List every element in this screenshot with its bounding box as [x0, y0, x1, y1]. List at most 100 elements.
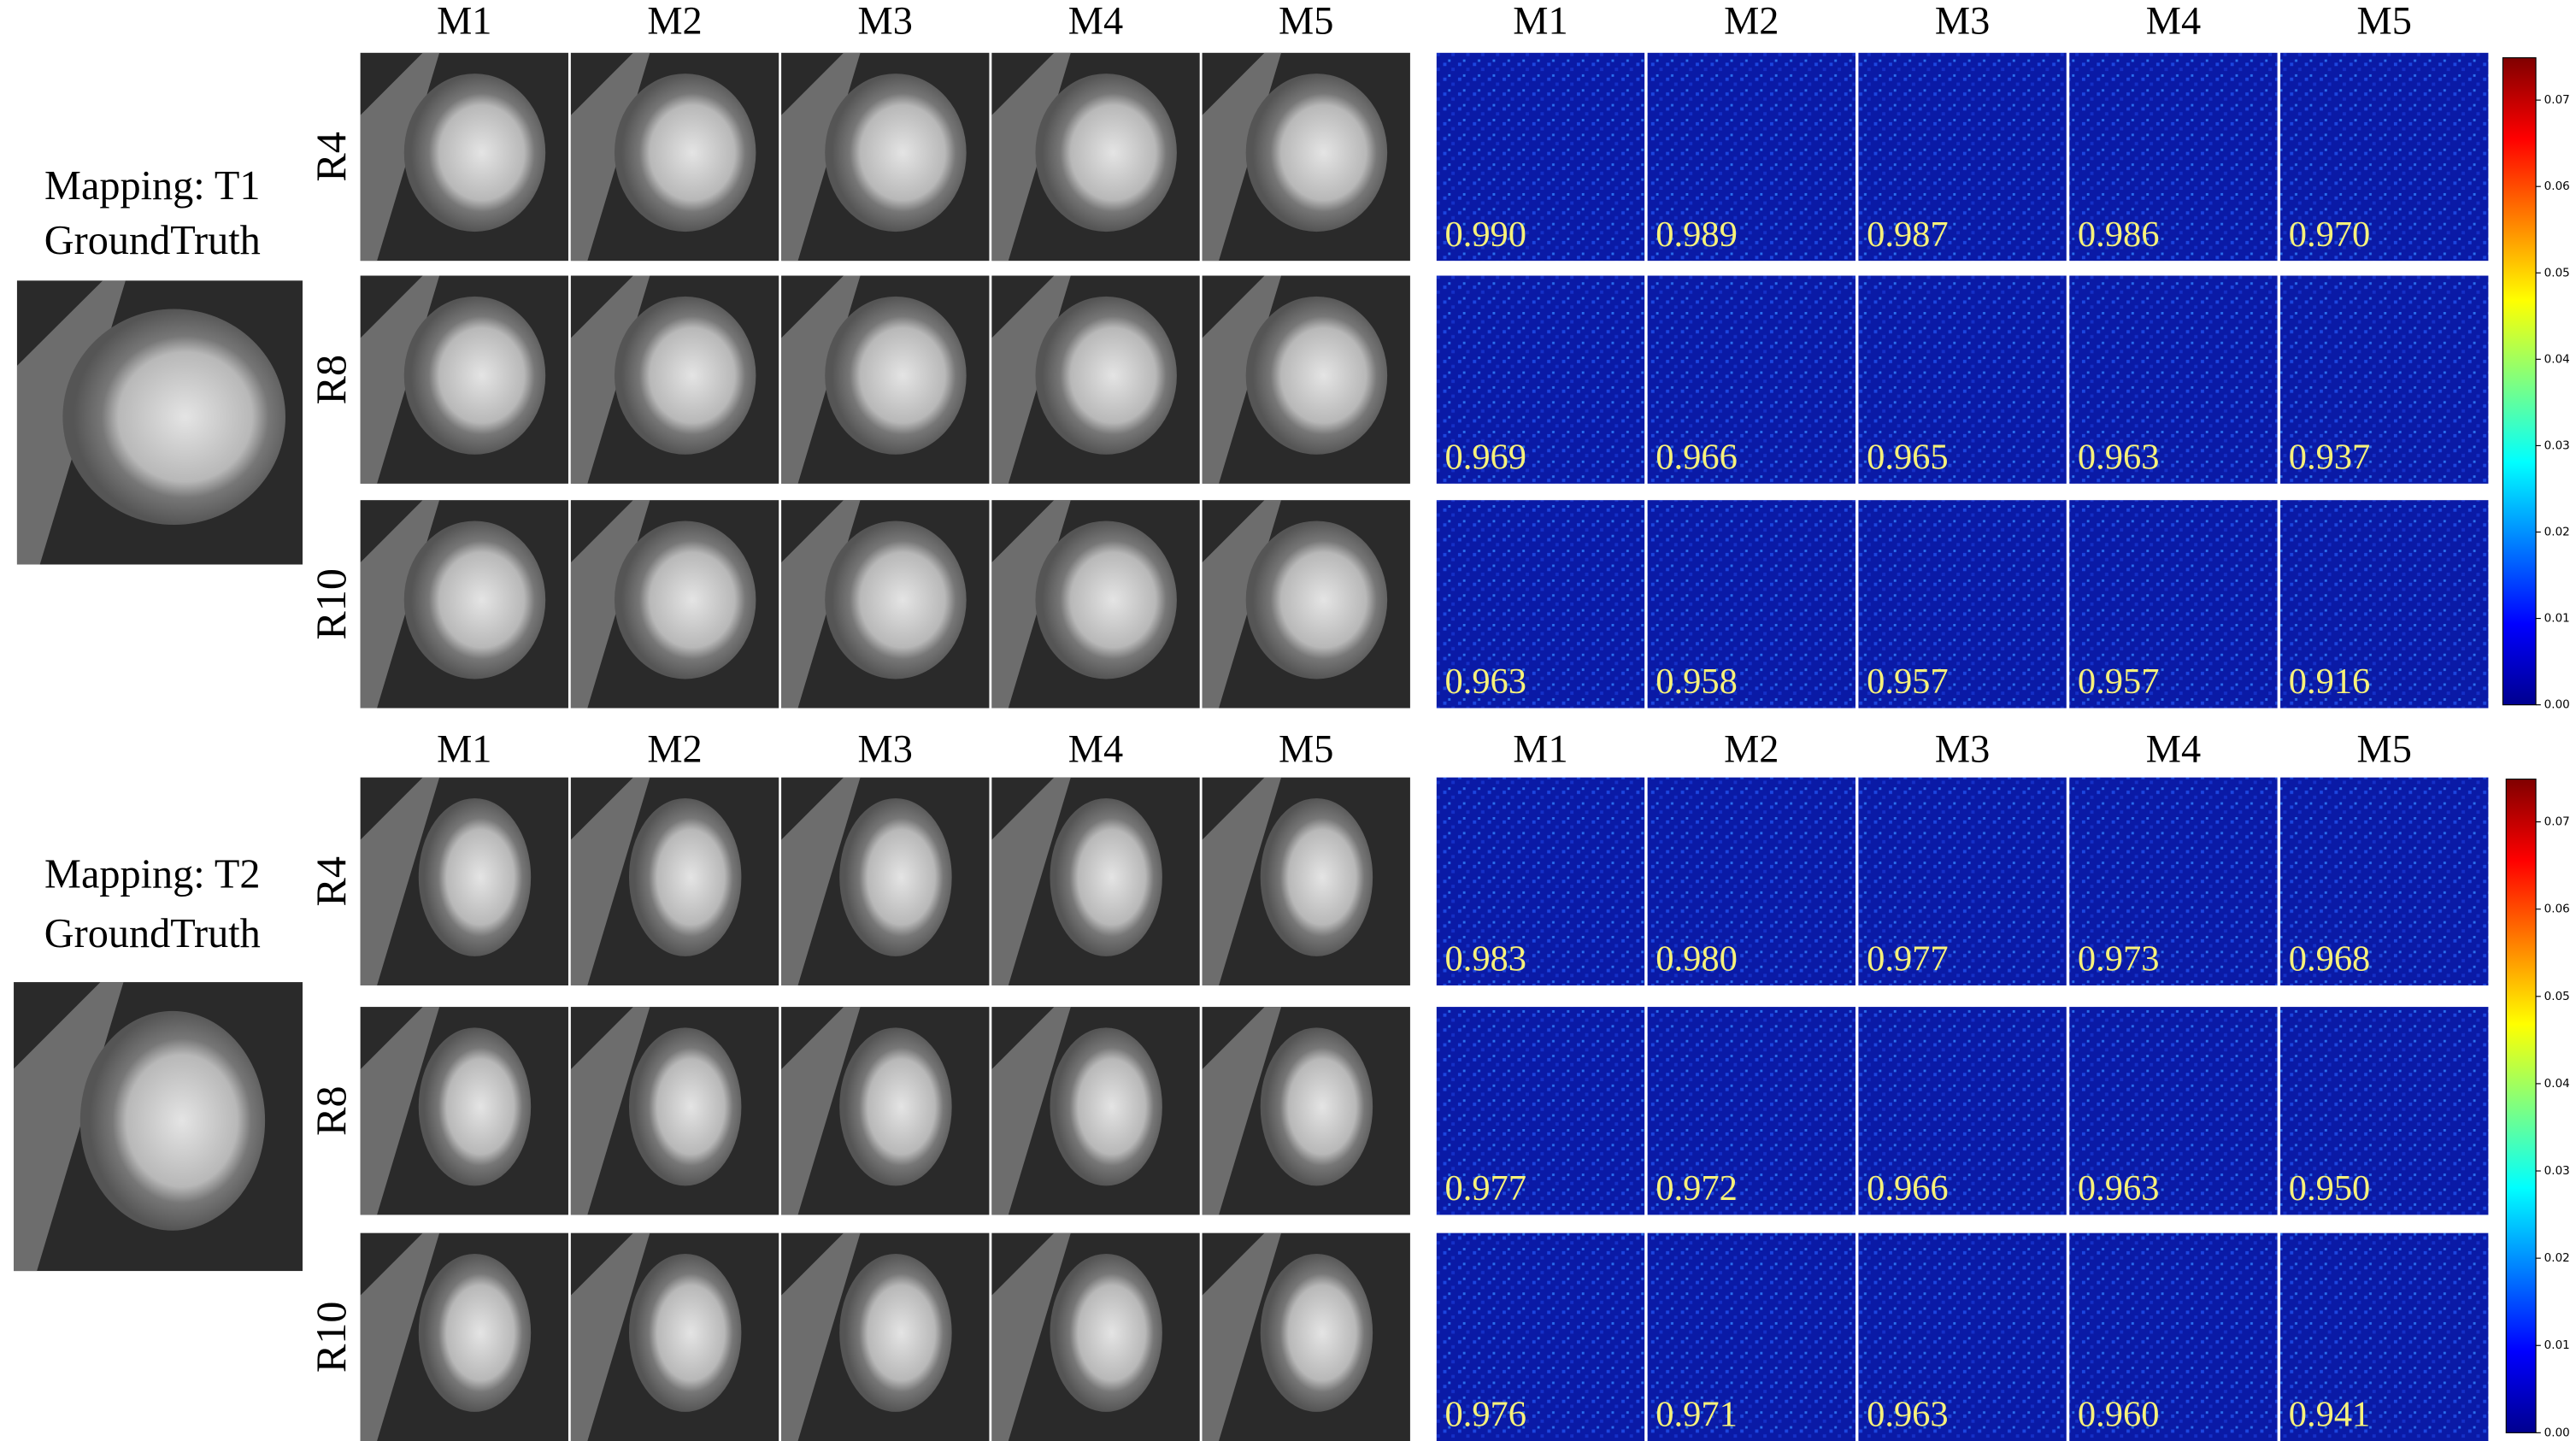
error-map	[1436, 52, 1645, 262]
image-heart	[1245, 296, 1388, 455]
image-wall	[991, 1232, 1071, 1441]
ssim-score: 0.969	[1444, 438, 1526, 478]
image-heart	[628, 797, 742, 956]
row-label: R10	[307, 568, 355, 640]
colorbar-tick-label: 0.06	[2544, 179, 2570, 193]
colorbar-tick-label: 0.07	[2544, 93, 2570, 107]
image-heart	[1050, 1027, 1162, 1186]
image-wall	[991, 1007, 1071, 1215]
image-heart	[418, 1253, 532, 1412]
reconstruction-image	[360, 275, 568, 484]
error-map	[1858, 777, 2067, 985]
ssim-score: 0.958	[1656, 662, 1738, 702]
ssim-score: 0.989	[1656, 215, 1738, 255]
ground-truth-image	[16, 280, 303, 565]
image-wall	[570, 1007, 650, 1215]
error-map	[1647, 275, 1856, 484]
method-header: M4	[1068, 727, 1123, 771]
ssim-score: 0.941	[2289, 1395, 2371, 1435]
image-heart	[825, 296, 967, 455]
ssim-score: 0.916	[2289, 662, 2371, 702]
error-map	[2069, 52, 2278, 262]
colorbar-tick-label: 0.03	[2544, 1164, 2570, 1178]
row-label: R8	[307, 1085, 355, 1136]
image-wall	[360, 1232, 440, 1441]
reconstruction-image	[360, 777, 568, 985]
colorbar-tick-label: 0.04	[2544, 1077, 2570, 1091]
ssim-score: 0.980	[1656, 939, 1738, 979]
ssim-score: 0.973	[2078, 939, 2160, 979]
ssim-score: 0.965	[1867, 438, 1949, 478]
error-map	[2280, 1007, 2489, 1215]
image-wall	[1202, 777, 1282, 985]
image-heart	[403, 521, 546, 679]
image-heart	[614, 74, 756, 232]
reconstruction-image	[570, 777, 779, 985]
image-heart	[614, 521, 756, 679]
reconstruction-image	[991, 275, 1200, 484]
reconstruction-image	[360, 1232, 568, 1441]
error-map	[2069, 1007, 2278, 1215]
method-header: M4	[1068, 0, 1123, 44]
colorbar	[2502, 57, 2537, 706]
image-heart	[1260, 1253, 1373, 1412]
image-heart	[614, 296, 756, 455]
reconstruction-image	[781, 1232, 990, 1441]
image-heart	[79, 1010, 266, 1231]
reconstruction-image	[1202, 777, 1410, 985]
method-header: M3	[858, 0, 913, 44]
error-map	[1436, 1007, 1645, 1215]
error-map	[1858, 275, 2067, 484]
ground-truth-image	[14, 982, 303, 1272]
image-heart	[839, 1027, 952, 1186]
image-wall	[781, 1232, 861, 1441]
error-map	[1436, 275, 1645, 484]
ssim-score: 0.957	[1867, 662, 1949, 702]
image-heart	[839, 1253, 952, 1412]
ssim-score: 0.950	[2289, 1168, 2371, 1209]
image-heart	[825, 521, 967, 679]
reconstruction-image	[1202, 275, 1410, 484]
error-map	[2069, 275, 2278, 484]
row-label: R4	[307, 132, 355, 182]
method-header: M1	[1513, 727, 1567, 771]
error-map	[1647, 500, 1856, 709]
ssim-score: 0.968	[2289, 939, 2371, 979]
reconstruction-image	[570, 52, 779, 262]
image-heart	[1245, 74, 1388, 232]
error-map	[1858, 52, 2067, 262]
ssim-score: 0.987	[1867, 215, 1949, 255]
image-wall	[781, 1007, 861, 1215]
colorbar-tick-label: 0.02	[2544, 526, 2570, 539]
method-header: M4	[2146, 0, 2201, 44]
error-map	[2069, 500, 2278, 709]
colorbar-tick-label: 0.02	[2544, 1251, 2570, 1265]
image-heart	[418, 1027, 532, 1186]
colorbar-tick-label: 0.04	[2544, 352, 2570, 366]
error-map	[2280, 777, 2489, 985]
panel-title: Mapping: T2	[44, 852, 261, 897]
image-heart	[403, 74, 546, 232]
reconstruction-image	[570, 1232, 779, 1441]
reconstruction-image	[781, 500, 990, 709]
ssim-score: 0.957	[2078, 662, 2160, 702]
reconstruction-image	[991, 1007, 1200, 1215]
reconstruction-image	[1202, 52, 1410, 262]
method-header: M5	[1279, 0, 1333, 44]
ssim-score: 0.937	[2289, 438, 2371, 478]
reconstruction-image	[781, 777, 990, 985]
reconstruction-image	[991, 1232, 1200, 1441]
image-wall	[781, 777, 861, 985]
image-heart	[1260, 797, 1373, 956]
reconstruction-image	[781, 1007, 990, 1215]
reconstruction-image	[570, 500, 779, 709]
reconstruction-image	[570, 1007, 779, 1215]
method-header: M4	[2146, 727, 2201, 771]
row-label: R8	[307, 355, 355, 405]
reconstruction-image	[1202, 1007, 1410, 1215]
error-map	[2280, 1232, 2489, 1441]
ssim-score: 0.960	[2078, 1395, 2160, 1435]
image-wall	[570, 777, 650, 985]
colorbar-tick-label: 0.05	[2544, 266, 2570, 279]
